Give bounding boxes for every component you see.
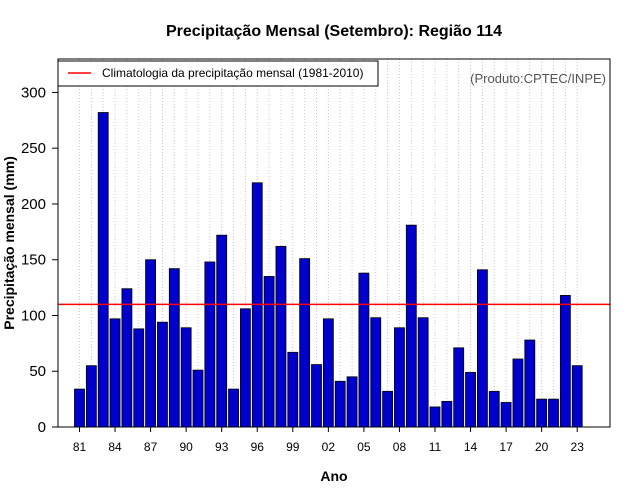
bar-21 [548,398,559,428]
bar-16 [488,390,500,428]
x-tick-label: 20 [535,440,549,454]
bar-89 [168,268,180,428]
x-tick-label: 02 [322,440,336,454]
bar-88 [157,321,168,428]
bar-01 [311,364,322,428]
bar-22 [559,295,571,428]
y-tick-label: 200 [21,196,46,213]
x-tick-label: 17 [499,440,513,454]
bar-20 [536,398,548,428]
x-tick-label: 99 [286,440,300,454]
x-tick-label: 05 [357,440,371,454]
bar-06 [370,317,382,428]
bar-07 [382,390,394,428]
credit-text: (Produto:CPTEC/INPE) [470,71,606,86]
bar-23 [571,365,583,428]
legend-box [57,60,379,87]
bar-10 [417,317,429,428]
x-tick-label: 14 [464,440,478,454]
bar-82 [85,365,97,428]
x-axis-title: Ano [320,468,347,484]
x-tick-label: 90 [179,440,193,454]
y-tick-label: 50 [29,363,46,380]
y-tick-label: 300 [21,84,46,101]
bar-84 [109,318,121,428]
x-tick-label: 08 [393,440,407,454]
bar-98 [275,245,287,428]
x-tick-label: 96 [251,440,265,454]
x-tick-label: 23 [571,440,585,454]
x-tick-label: 87 [144,440,158,454]
bar-13 [453,347,465,428]
bar-86 [133,328,145,428]
bar-90 [180,327,192,428]
bar-12 [441,400,453,428]
y-tick-label: 100 [21,307,46,324]
bar-14 [465,371,476,428]
chart-title: Precipitação Mensal (Setembro): Região 1… [166,23,502,40]
x-tick-label: 11 [429,440,442,454]
bar-15 [476,269,488,428]
x-tick-label: 93 [215,440,229,454]
y-tick-label: 150 [21,252,46,269]
bar-03 [334,380,346,428]
bar-17 [500,402,512,428]
bar-85 [121,288,133,428]
bar-81 [74,388,85,428]
bar-19 [524,339,536,428]
bar-87 [145,259,157,428]
bar-05 [358,272,370,428]
y-axis-title: Precipitação mensal (mm) [1,156,17,330]
bar-18 [512,358,524,428]
legend-label-climatology: Climatologia da precipitação mensal (198… [102,66,363,80]
x-tick-label: 84 [108,440,122,454]
bar-99 [287,351,299,428]
plot-frame [57,58,611,428]
y-tick-label: 250 [21,140,46,157]
bar-11 [429,406,441,428]
bar-94 [228,388,239,428]
bar-02 [322,318,334,428]
bar-09 [405,224,417,428]
x-tick-label: 81 [73,440,87,454]
x-axis: 81 84 87 90 93 96 99 02 05 08 11 14 17 20 23 [73,427,584,454]
y-tick-label: 0 [38,419,46,436]
bar-00 [299,258,311,428]
bar-08 [394,327,405,428]
bar-93 [216,234,228,428]
bar-91 [192,369,204,428]
legend: Climatologia da precipitação mensal (198… [57,60,379,87]
y-axis: 0 50 100 150 200 250 300 [21,84,58,436]
bar-04 [346,376,358,428]
bar-95 [239,308,251,428]
bar-97 [263,276,275,428]
bar-83 [97,112,109,428]
bar-92 [204,261,216,428]
